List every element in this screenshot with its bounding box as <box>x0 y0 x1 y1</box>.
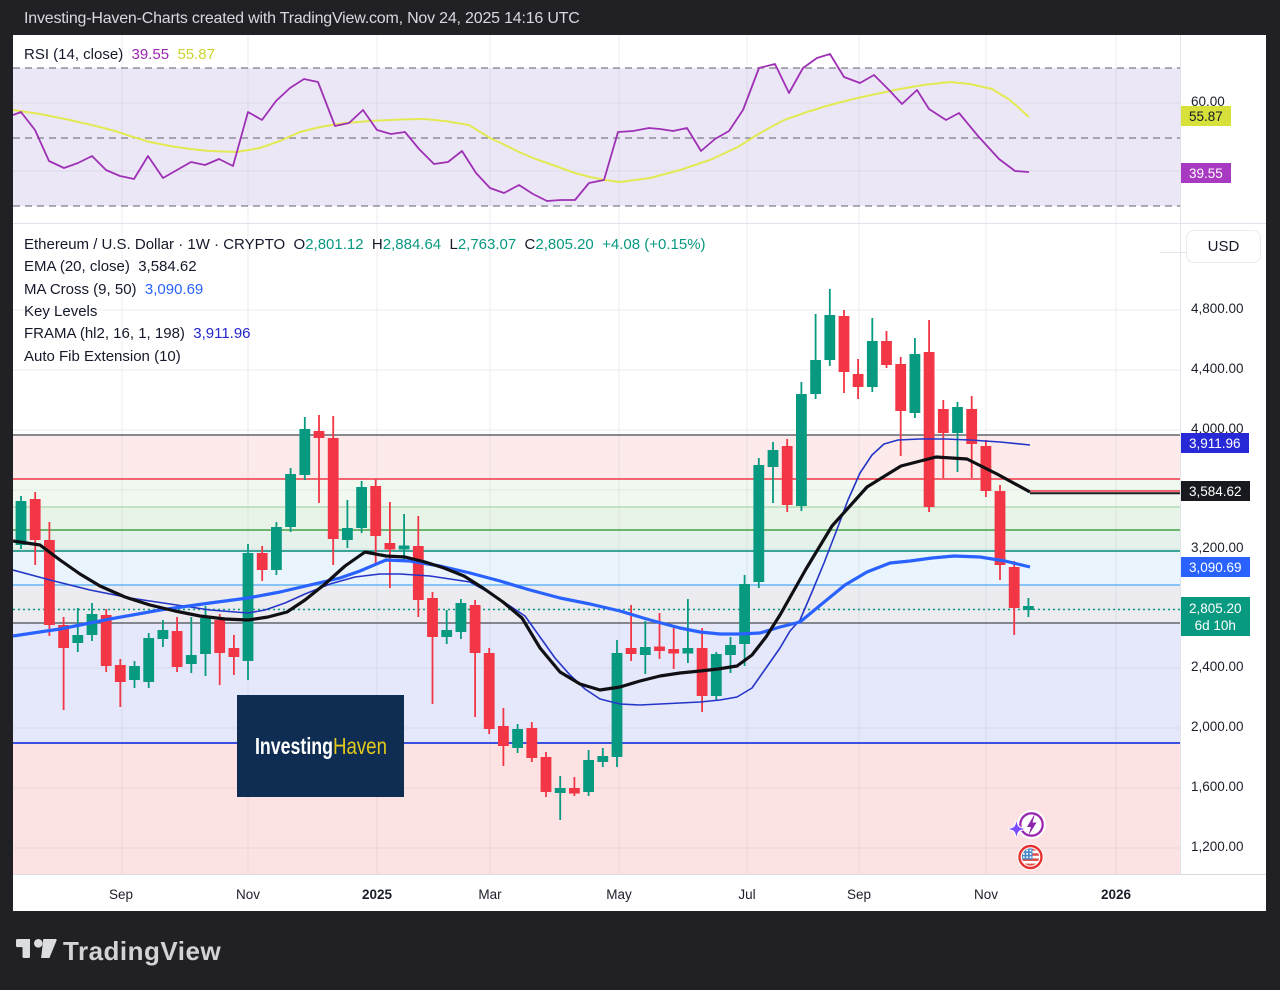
svg-text:Haven: Haven <box>333 734 387 759</box>
svg-text:Investing: Investing <box>255 734 333 760</box>
